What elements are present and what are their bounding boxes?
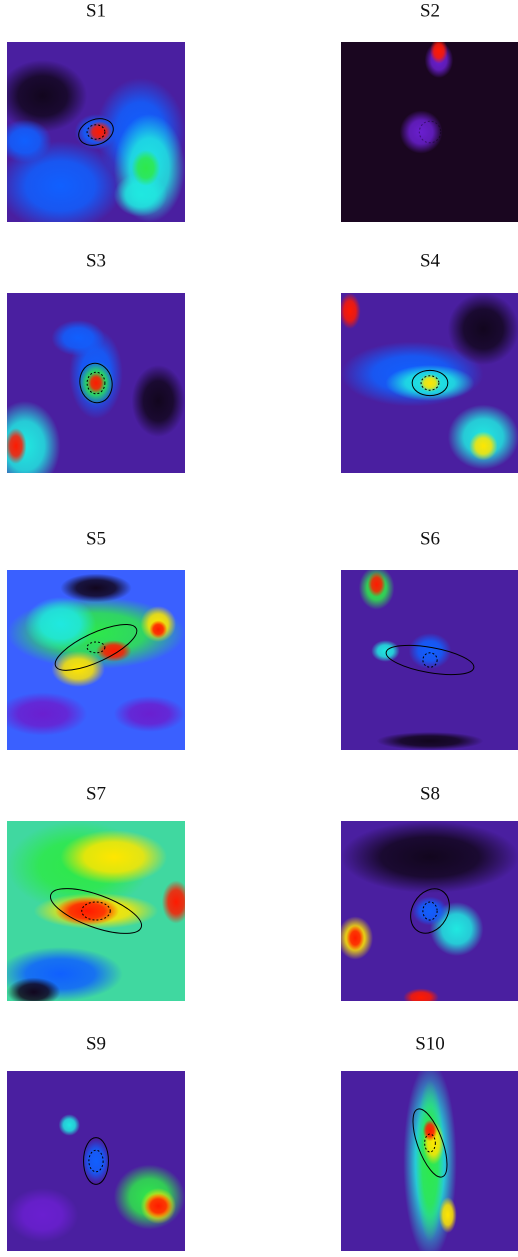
map-image xyxy=(7,293,185,473)
map-image xyxy=(7,570,185,750)
emission-blob xyxy=(87,372,105,394)
emission-blob xyxy=(144,1193,173,1219)
emission-blob xyxy=(341,293,361,329)
emission-blob xyxy=(87,121,113,143)
beam-ellipse xyxy=(81,901,111,921)
emission-blob xyxy=(96,640,132,662)
panel: S3 xyxy=(7,250,185,473)
emission-blob xyxy=(422,1119,438,1142)
panel: S10 xyxy=(341,1033,518,1251)
map-image xyxy=(341,293,518,473)
source-ellipse xyxy=(78,118,114,146)
panel-label: S2 xyxy=(420,0,440,21)
beam-ellipse xyxy=(86,124,106,140)
emission-blob xyxy=(447,293,518,365)
panel-label: S5 xyxy=(86,528,106,549)
panel: S9 xyxy=(7,1033,185,1251)
panel-label: S6 xyxy=(420,528,440,549)
beam-ellipse xyxy=(418,120,442,144)
map-image xyxy=(341,821,518,1001)
panel-label: S4 xyxy=(420,250,441,271)
emission-blob xyxy=(403,988,439,1001)
beam-ellipse xyxy=(422,652,438,668)
panel: S6 xyxy=(341,528,518,750)
emission-blob xyxy=(7,119,52,163)
emission-blob xyxy=(7,977,61,1001)
map-image xyxy=(341,42,518,222)
emission-blob xyxy=(55,896,120,926)
emission-blob xyxy=(430,42,448,64)
panel-label: S1 xyxy=(86,0,106,21)
emission-blob xyxy=(24,597,96,651)
emission-blob xyxy=(7,1188,79,1242)
source-ellipse xyxy=(79,362,113,404)
map-image xyxy=(341,1071,518,1251)
emission-blob xyxy=(399,110,443,154)
emission-blob xyxy=(131,150,161,186)
panel: S2 xyxy=(341,0,518,222)
panel: S5 xyxy=(7,528,185,750)
source-ellipse xyxy=(412,1108,448,1178)
beam-ellipse xyxy=(422,901,438,921)
beam-ellipse xyxy=(86,641,106,654)
beam-ellipse xyxy=(88,1149,104,1173)
emission-blob xyxy=(81,1139,111,1183)
emission-blob xyxy=(7,428,27,464)
panel-label: S10 xyxy=(415,1033,445,1054)
map-image xyxy=(7,42,185,222)
emission-blob xyxy=(7,692,88,736)
emission-blob xyxy=(7,141,123,222)
emission-blob xyxy=(419,374,441,392)
panel-label: S3 xyxy=(86,250,106,271)
panel-label: S9 xyxy=(86,1033,106,1054)
emission-blob xyxy=(149,620,168,639)
beam-ellipse xyxy=(420,375,440,391)
emission-blob xyxy=(376,732,484,750)
emission-blob xyxy=(469,431,498,461)
emission-blob xyxy=(341,821,518,893)
emission-blob xyxy=(412,896,448,926)
panel: S8 xyxy=(341,783,518,1001)
emission-blob xyxy=(51,320,105,356)
emission-blob xyxy=(438,1197,457,1233)
emission-blob xyxy=(58,1114,80,1136)
source-ellipse xyxy=(49,888,143,934)
source-ellipse xyxy=(411,369,449,397)
emission-blob xyxy=(7,60,88,132)
panel: S1 xyxy=(7,0,185,222)
panel-label: S7 xyxy=(86,783,106,804)
beam-ellipse xyxy=(86,371,106,395)
emission-blob xyxy=(346,925,365,951)
source-ellipse xyxy=(54,624,138,671)
beam-ellipse xyxy=(424,1133,436,1153)
emission-blob xyxy=(60,573,132,603)
panel: S7 xyxy=(7,783,185,1001)
panel-label: S8 xyxy=(420,783,440,804)
source-ellipse xyxy=(83,1137,109,1185)
map-image xyxy=(341,570,518,750)
emission-blob xyxy=(408,633,452,669)
map-image xyxy=(7,1071,185,1251)
emission-blob xyxy=(113,696,185,732)
source-ellipse xyxy=(410,888,450,934)
map-image xyxy=(7,821,185,1001)
emission-blob xyxy=(60,830,168,884)
emission-blob xyxy=(371,640,400,662)
emission-blob xyxy=(113,173,168,217)
emission-blob xyxy=(161,880,185,924)
panel: S4 xyxy=(341,250,518,473)
emission-blob xyxy=(367,571,386,598)
source-ellipse xyxy=(385,644,475,676)
emission-blob xyxy=(131,365,185,437)
